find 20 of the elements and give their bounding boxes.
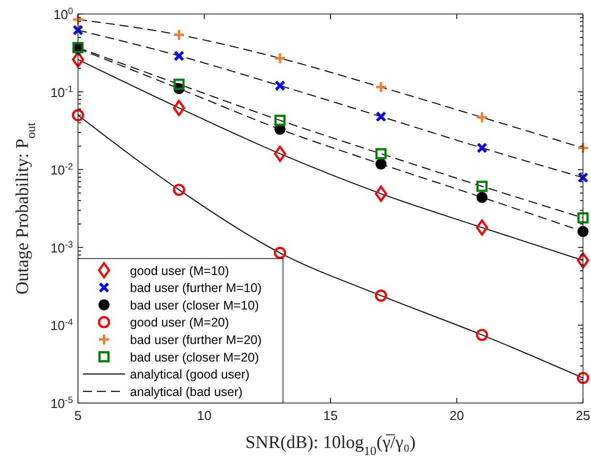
y-tick-label: 10$^{0}$ — [53, 6, 73, 22]
legend-label: analytical (bad user) — [130, 384, 243, 399]
legend-label: bad user (closer M=20) — [130, 350, 259, 364]
x-tick-label: 10 — [197, 408, 212, 423]
legend-label: bad user (further M=10) — [130, 281, 262, 296]
x-axis-title: SNR(dB): 10log$_{10}$(γ̅/γ₀) — [245, 432, 416, 458]
x-tick-label: 25 — [576, 408, 590, 423]
y-tick-label: 10$^{-3}$ — [50, 239, 73, 256]
legend-label: bad user (closer M=10) — [130, 298, 259, 312]
x-tick-label: 20 — [450, 408, 464, 423]
legend-label: analytical (good user) — [130, 368, 250, 382]
legend-label: bad user (further M=20) — [130, 332, 262, 347]
x-tick-label: 5 — [74, 408, 82, 423]
y-tick-label: 10$^{-1}$ — [50, 84, 73, 100]
legend-label: good user (M=10) — [130, 264, 230, 278]
legend-label: good user (M=20) — [130, 316, 230, 330]
x-tick-label: 15 — [323, 408, 338, 423]
y-tick-label: 10$^{-5}$ — [50, 395, 73, 411]
y-tick-label: 10$^{-4}$ — [50, 317, 73, 334]
y-tick-label: 10$^{-2}$ — [50, 162, 73, 178]
